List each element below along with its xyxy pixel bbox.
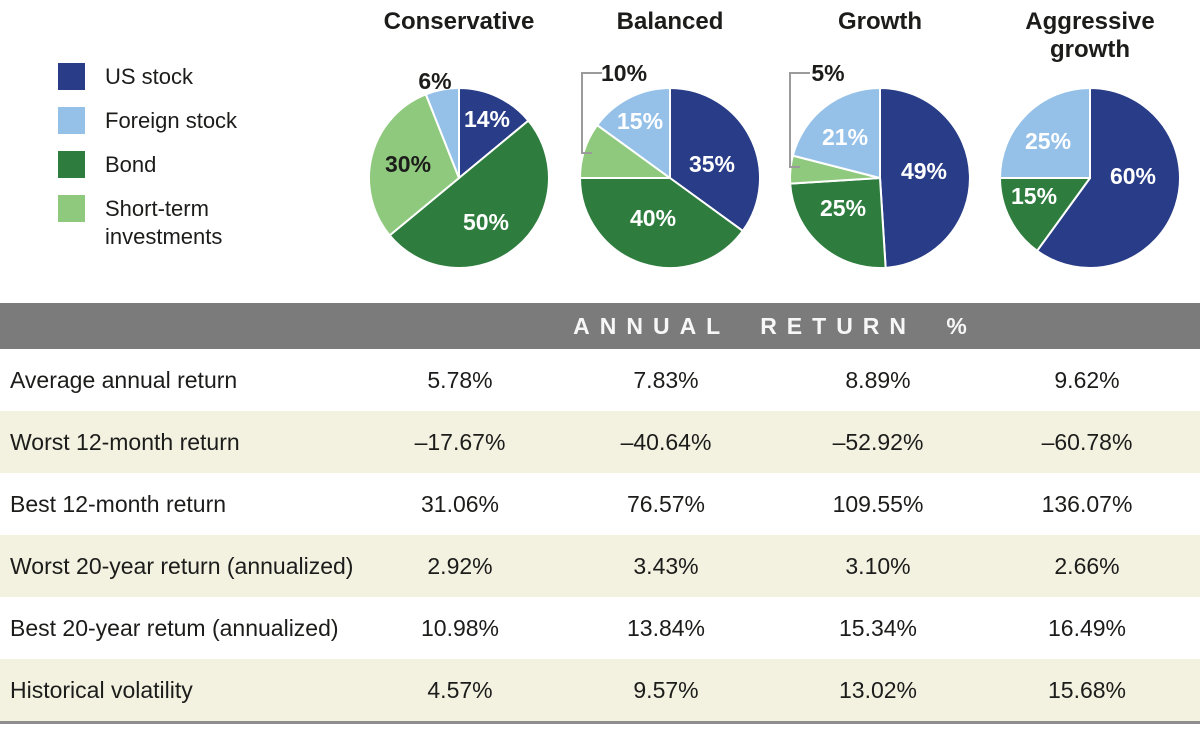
us-stock-swatch [58,63,85,90]
value-cell: 2.92% [427,553,493,579]
pie-svg: 35% 40% 10% 15% [579,60,761,269]
value-cell: 3.43% [633,553,699,579]
short-term-swatch [58,195,85,222]
pie-label-foreign-stock: 25% [1025,128,1071,154]
pie-slice-foreign-stock [791,87,881,179]
pie-slice-bond [789,177,887,269]
pie-title-conservative: Conservative [383,8,535,35]
pie-title-growth: Growth [838,8,922,35]
pie-svg: 49% 25% 5% 21% [789,60,971,269]
pie-label-bond: 25% [820,195,866,221]
legend-item-foreign-stock: Foreign stock [58,107,275,135]
value-cell: 3.10% [845,553,911,579]
pie-label-short-term-investments: 30% [385,151,431,177]
value-cell: 5.78% [427,367,493,393]
value-cell: 10.98% [420,615,499,641]
row-label: Historical volatility [10,677,193,703]
value-cell: 31.06% [420,491,499,517]
table-header-bar: ANNUAL RETURN % [0,303,1200,349]
table-row: Worst 12-month return –17.67% –40.64% –5… [0,411,1200,473]
value-cell: 15.68% [1047,677,1126,703]
pie-slice-us-stock [458,87,530,179]
table-row: Best 12-month return 31.06% 76.57% 109.5… [0,473,1200,535]
pie-svg: 60% 15% 25% [999,87,1181,269]
value-cell: 15.34% [838,615,917,641]
callout-line [789,72,810,168]
row-label: Best 12-month return [10,491,227,517]
pie-slice-foreign-stock [999,87,1091,179]
value-cell: –60.78% [1041,429,1133,455]
legend-item-us-stock: US stock [58,63,275,91]
value-cell: 109.55% [832,491,924,517]
pie-label-us-stock: 35% [689,151,735,177]
pie-title-aggressive-growth: Aggressive growth [1025,8,1155,63]
pie-slice-foreign-stock [424,87,460,179]
value-cell: 9.62% [1054,367,1120,393]
pie-slice-bond [999,177,1091,252]
pie-label-bond: 50% [463,209,509,235]
row-label: Best 20-year retum (annualized) [10,615,339,641]
pie-slice-us-stock [669,87,761,232]
legend-item-bond: Bond [58,151,275,179]
legend-label: Short-term investments [105,196,223,249]
asset-class-legend: US stock Foreign stock Bond Short-term i… [58,63,275,267]
value-cell: 2.66% [1054,553,1120,579]
value-cell: 16.49% [1047,615,1126,641]
pie-chart-conservative: 14% 50% 30% 6% [354,63,564,293]
pie-chart-growth: 49% 25% 5% 21% [775,60,985,293]
value-cell: 9.57% [633,677,699,703]
row-label: Worst 12-month return [10,429,240,455]
value-cell: 8.89% [845,367,911,393]
bond-swatch [58,151,85,178]
pie-label-us-stock: 60% [1110,163,1156,189]
value-cell: 76.57% [626,491,705,517]
pie-slice-foreign-stock [596,87,671,179]
pie-label-foreign-stock: 21% [822,124,868,150]
annual-return-table: ANNUAL RETURN % Average annual return 5.… [0,303,1200,724]
pie-slice-bond [579,177,744,269]
pie-slice-us-stock [879,87,971,269]
table-header-title: ANNUAL RETURN % [573,313,977,339]
value-cell: 13.84% [626,615,705,641]
value-cell: 7.83% [633,367,699,393]
table-row: Best 20-year retum (annualized) 10.98% 1… [0,597,1200,659]
pie-slice-short-term-investments [367,93,460,237]
pie-chart-aggressive-growth: 60% 15% 25% [985,63,1195,293]
legend-label: Foreign stock [105,108,238,133]
legend-item-short-term: Short-term investments [58,195,275,251]
table-row: Average annual return 5.78% 7.83% 8.89% … [0,349,1200,411]
pie-chart-balanced: 35% 40% 10% 15% [565,60,775,293]
legend-label: US stock [105,64,194,89]
row-label: Average annual return [10,367,238,393]
pie-label-foreign-stock: 6% [418,68,451,94]
value-cell: 13.02% [838,677,917,703]
pie-label-bond: 40% [630,205,676,231]
foreign-stock-swatch [58,107,85,134]
pie-svg: 14% 50% 30% 6% [367,68,551,270]
pie-label-us-stock: 14% [464,106,510,132]
pie-slice-bond [388,119,551,270]
legend-label: Bond [105,152,157,177]
value-cell: –40.64% [620,429,712,455]
pie-label-bond: 15% [1011,183,1057,209]
value-cell: 136.07% [1041,491,1133,517]
value-cell: –52.92% [832,429,924,455]
value-cell: –17.67% [414,429,506,455]
table-row: Historical volatility 4.57% 9.57% 13.02%… [0,659,1200,721]
pie-label-us-stock: 49% [901,158,947,184]
pie-label-short-term-investments: 10% [601,63,647,86]
table-row: Worst 20-year return (annualized) 2.92% … [0,535,1200,597]
row-label: Worst 20-year return (annualized) [10,553,354,579]
pie-title-balanced: Balanced [616,8,724,35]
pie-label-foreign-stock: 15% [617,108,663,134]
value-cell: 4.57% [427,677,493,703]
pie-slice-us-stock [1036,87,1181,269]
pie-label-short-term-investments: 5% [811,63,844,86]
callout-line [581,72,602,154]
